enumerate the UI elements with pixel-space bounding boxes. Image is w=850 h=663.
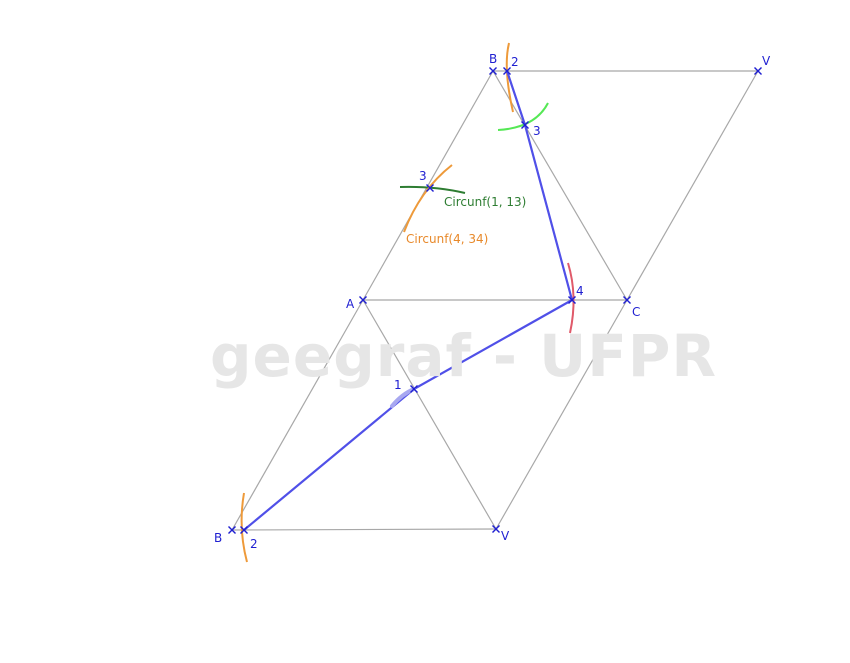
annotation-circunf-green: Circunf(1, 13) <box>444 195 526 209</box>
path-1-to-4 <box>412 298 574 391</box>
label-3-green: 3 <box>533 124 541 138</box>
label-2-top: 2 <box>511 55 519 69</box>
point-2-bottom <box>240 526 248 534</box>
label-V-bottom: V <box>501 529 510 543</box>
annotation-circunf-orange: Circunf(4, 34) <box>406 232 488 246</box>
shortest-path <box>242 69 574 532</box>
net-edges <box>231 70 759 531</box>
edge-V1-C <box>626 70 759 301</box>
point-B-bottom <box>228 526 236 534</box>
edge-A-V2 <box>362 299 497 530</box>
point-V-bottom <box>492 525 500 533</box>
edge-Bt-C <box>492 70 628 301</box>
point-1 <box>410 385 418 393</box>
path-highlight <box>390 387 416 408</box>
construction-arcs <box>240 42 575 563</box>
point-2-top <box>503 67 511 75</box>
point-3-orange <box>426 184 434 192</box>
path-3-to-2 <box>505 69 527 127</box>
label-A: A <box>346 297 355 311</box>
path-2-to-1 <box>242 387 416 532</box>
point-3-green <box>521 121 529 129</box>
label-C: C <box>632 305 640 319</box>
path-4-to-3 <box>523 123 574 302</box>
arc-green-light <box>497 102 549 131</box>
edge-A-B2 <box>231 299 364 531</box>
point-4 <box>568 296 576 304</box>
label-4: 4 <box>576 284 584 298</box>
points <box>228 67 762 534</box>
label-2-bottom: 2 <box>250 537 258 551</box>
watermark: geegraf - UFPR <box>210 322 718 390</box>
label-3-orange: 3 <box>419 169 427 183</box>
edge-B2-V2 <box>231 528 497 531</box>
label-1: 1 <box>394 378 402 392</box>
arc-orange-middle <box>403 164 453 233</box>
label-V-top: V <box>762 54 771 68</box>
label-B-top: B <box>489 52 497 66</box>
arc-red <box>567 262 575 334</box>
point-A <box>359 296 367 304</box>
point-V-top <box>754 67 762 75</box>
arc-green-dark <box>399 185 466 194</box>
edge-C-V2 <box>495 299 628 530</box>
point-C <box>623 296 631 304</box>
label-B-bottom: B <box>214 531 222 545</box>
point-B-top <box>489 67 497 75</box>
